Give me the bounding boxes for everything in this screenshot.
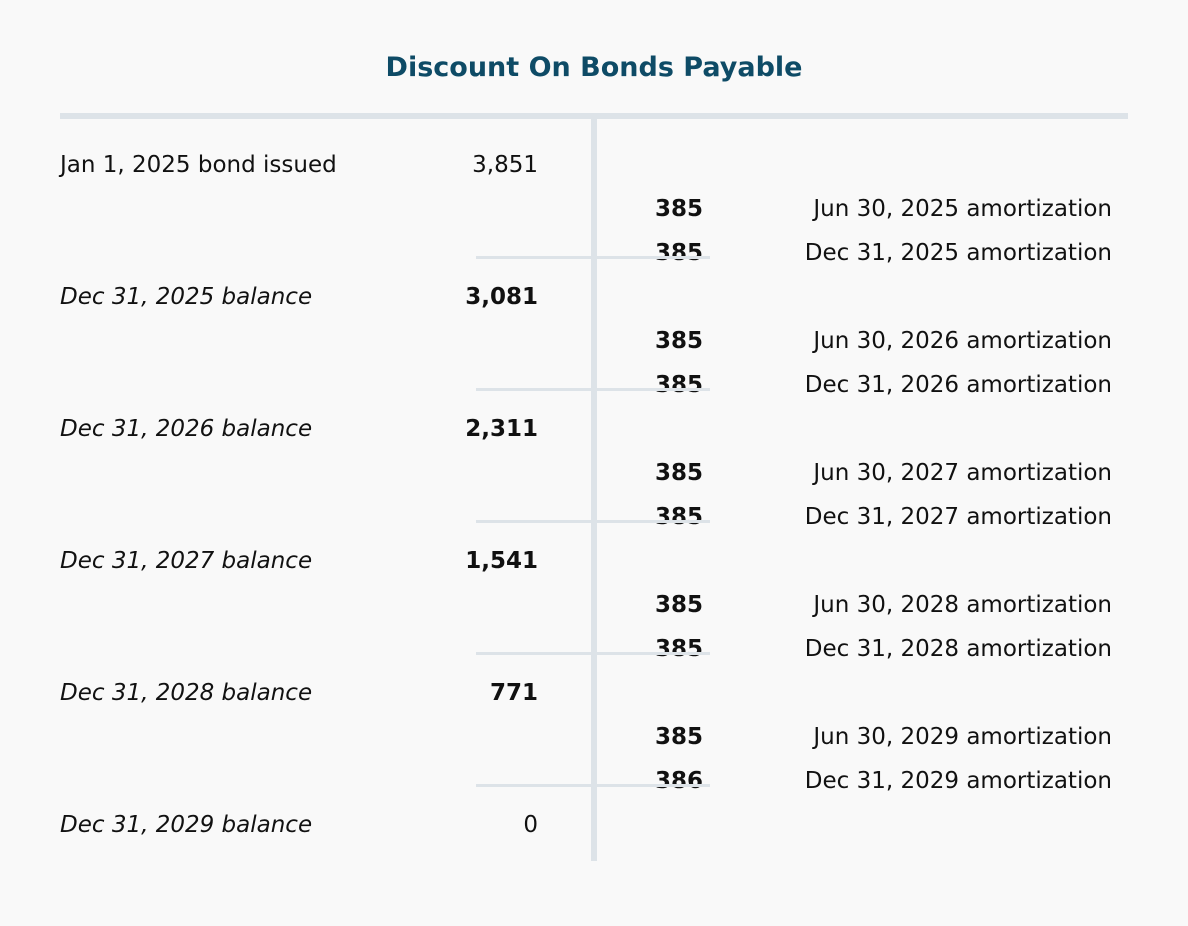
credit-label: Dec 31, 2028 amortization (804, 636, 1112, 662)
total-rule (476, 520, 710, 523)
credit-label: Jun 30, 2028 amortization (813, 592, 1112, 618)
debit-label: Dec 31, 2025 balance (60, 284, 313, 310)
debit-label: Jan 1, 2025 bond issued (60, 152, 337, 178)
credit-label: Jun 30, 2026 amortization (813, 328, 1112, 354)
credit-amount: 386 (654, 768, 703, 794)
credit-label: Dec 31, 2027 amortization (804, 504, 1112, 530)
debit-amount: 3,081 (465, 284, 538, 310)
total-rule (476, 256, 710, 259)
credit-amount: 385 (654, 724, 703, 750)
debit-label: Dec 31, 2026 balance (60, 416, 313, 442)
credit-amount: 385 (654, 196, 703, 222)
debit-label: Dec 31, 2028 balance (60, 680, 313, 706)
credit-label: Dec 31, 2026 amortization (804, 372, 1112, 398)
total-rule (476, 388, 710, 391)
credit-label: Dec 31, 2029 amortization (804, 768, 1112, 794)
debit-amount: 3,851 (472, 152, 538, 178)
debit-amount: 771 (489, 680, 538, 706)
credit-label: Dec 31, 2025 amortization (804, 240, 1112, 266)
t-account-divider (591, 119, 597, 861)
credit-amount: 385 (654, 636, 703, 662)
credit-label: Jun 30, 2029 amortization (813, 724, 1112, 750)
credit-amount: 385 (654, 504, 703, 530)
debit-amount: 2,311 (465, 416, 538, 442)
debit-label: Dec 31, 2027 balance (60, 548, 313, 574)
credit-amount: 385 (654, 372, 703, 398)
credit-label: Jun 30, 2027 amortization (813, 460, 1112, 486)
credit-label: Jun 30, 2025 amortization (813, 196, 1112, 222)
title: Discount On Bonds Payable (385, 52, 803, 83)
t-account-top (60, 113, 1128, 119)
debit-amount: 0 (523, 812, 538, 838)
debit-label: Dec 31, 2029 balance (60, 812, 313, 838)
debit-amount: 1,541 (465, 548, 538, 574)
credit-amount: 385 (654, 328, 703, 354)
credit-amount: 385 (654, 240, 703, 266)
credit-amount: 385 (654, 460, 703, 486)
credit-amount: 385 (654, 592, 703, 618)
total-rule (476, 784, 710, 787)
total-rule (476, 652, 710, 655)
